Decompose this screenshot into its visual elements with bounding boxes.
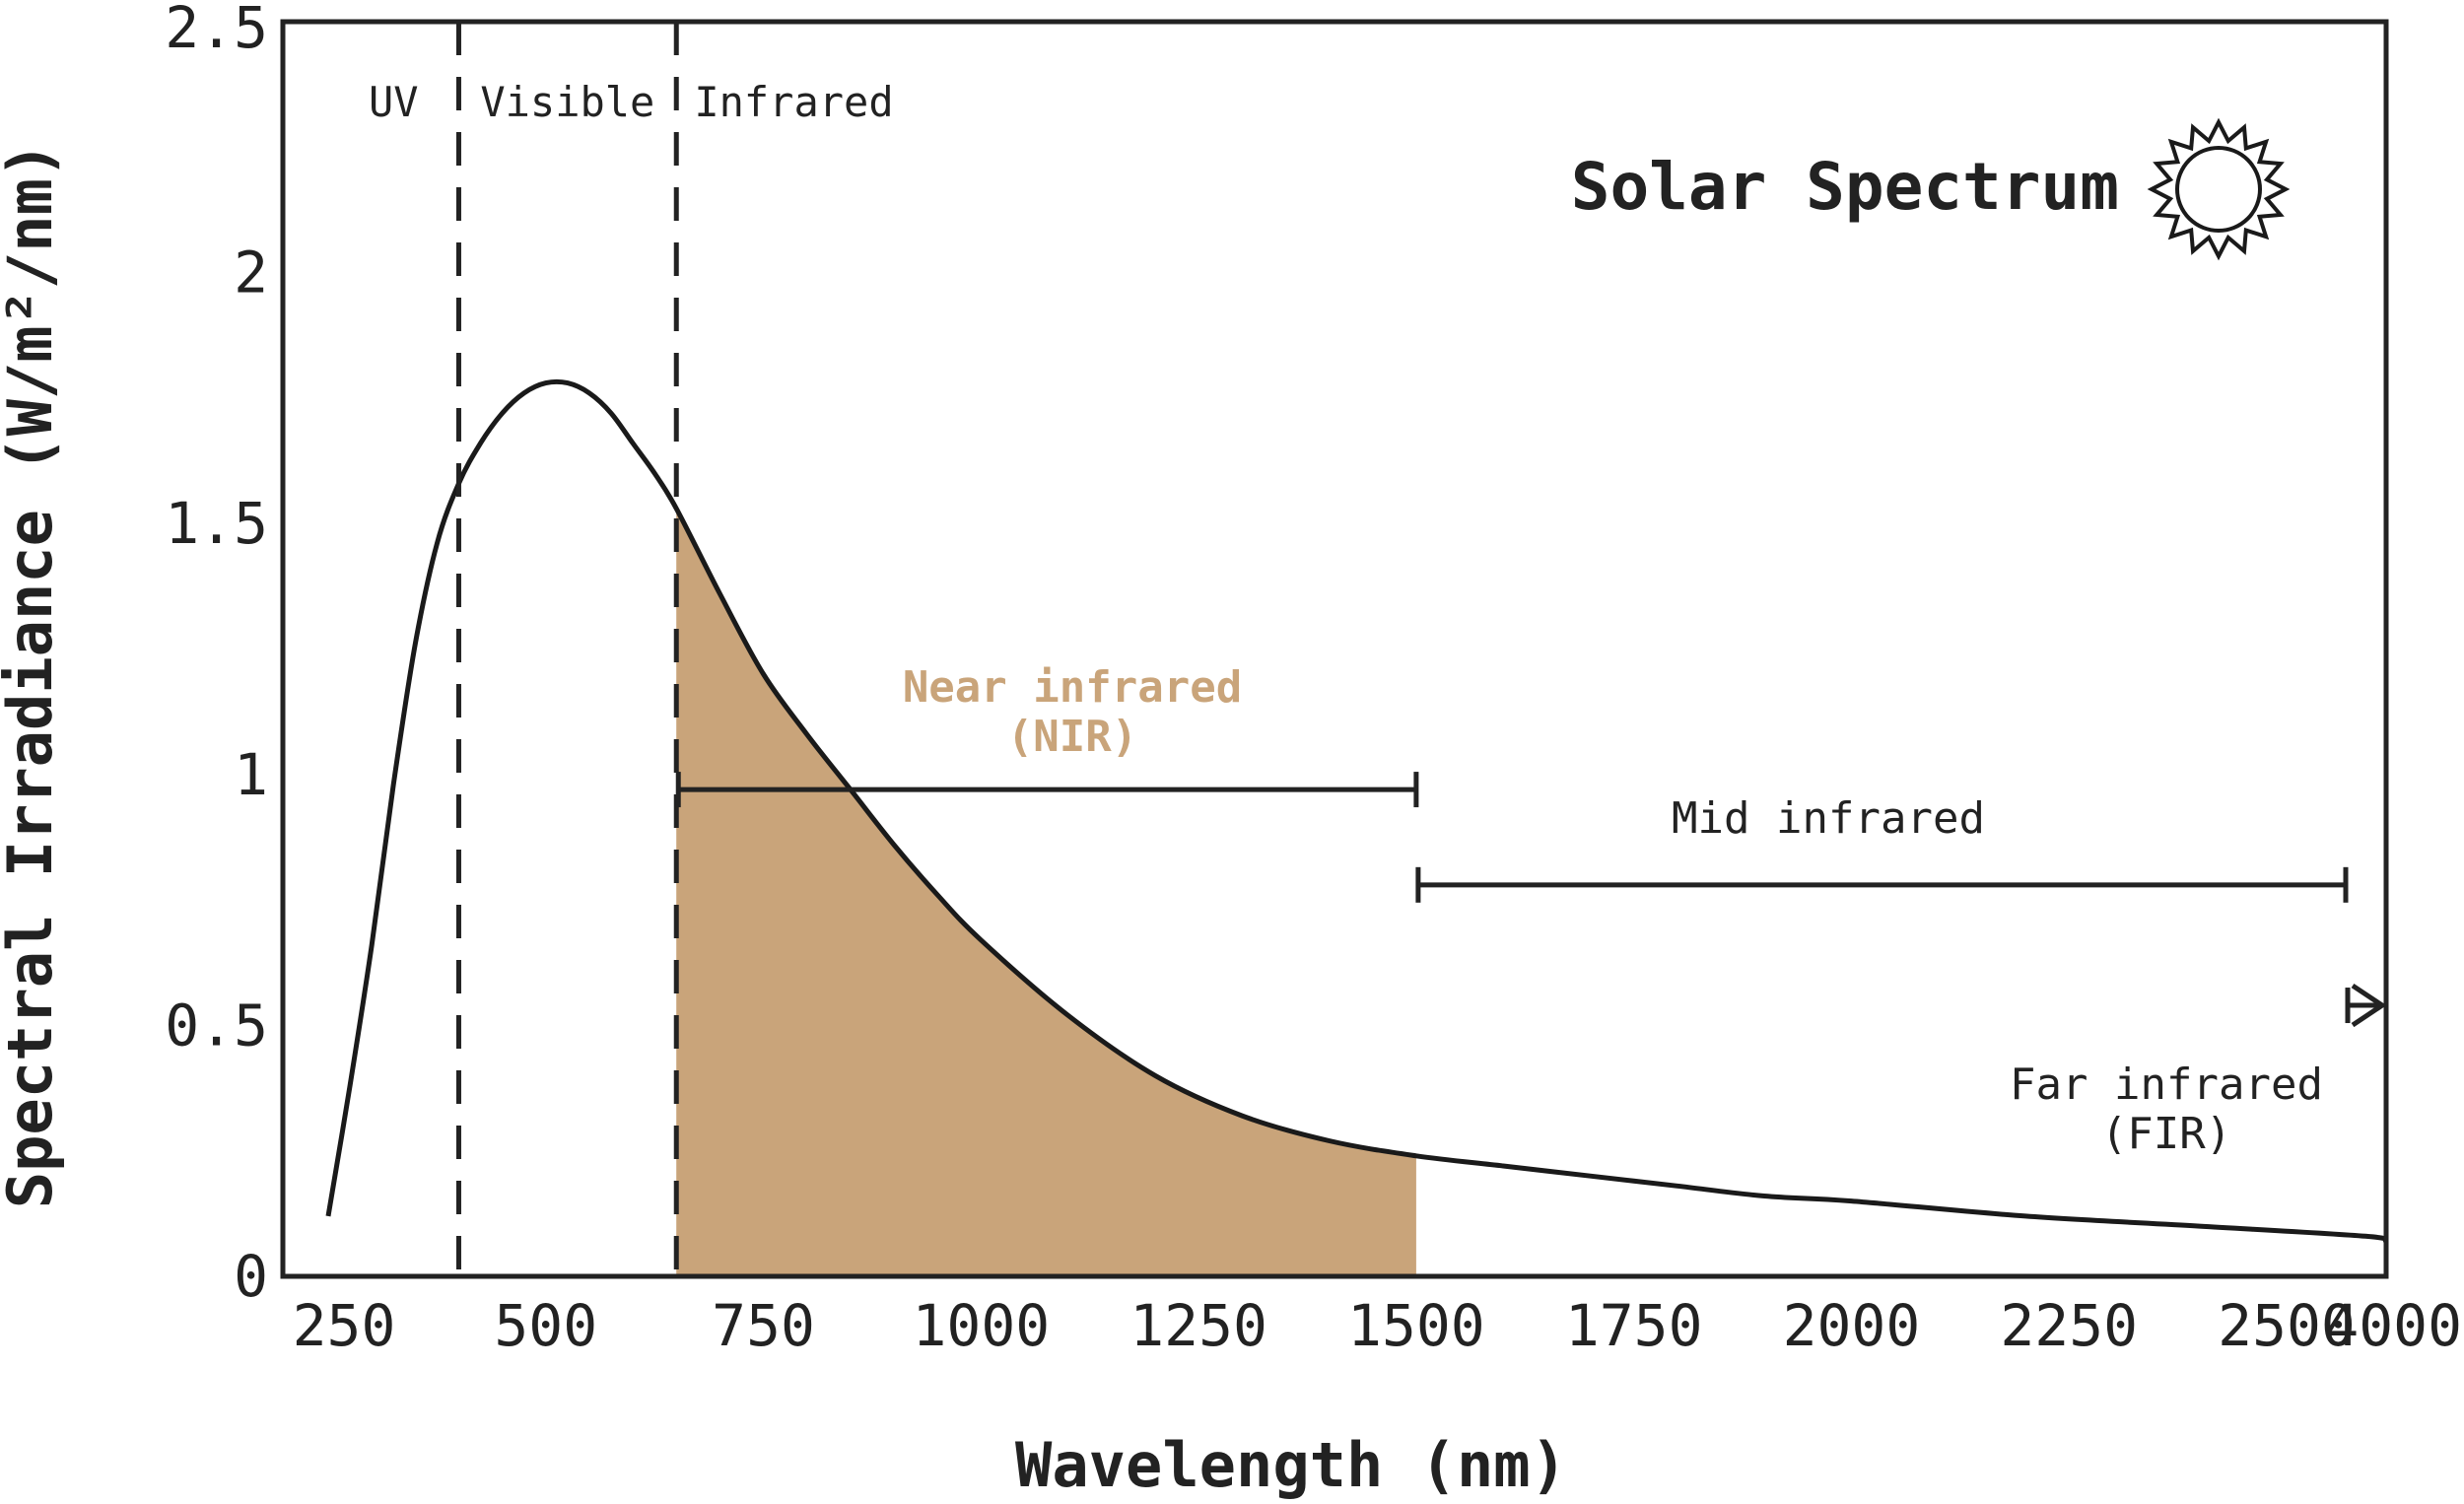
band-label-sub: (NIR) [1007, 712, 1137, 762]
x-tick-label: 2000 [1783, 1292, 1921, 1359]
region-label: Infrared [694, 78, 893, 126]
x-axis-title: Wavelength (nm) [1015, 1429, 1567, 1501]
x-tick-label: 2250 [2000, 1292, 2138, 1359]
sun-icon [2147, 117, 2291, 261]
band-arrowhead [2351, 983, 2387, 1028]
y-axis-title: Spectral Irradiance (W/m²/nm) [0, 142, 66, 1209]
x-tick-label: 500 [494, 1292, 597, 1359]
y-tick-label: 1.5 [165, 490, 268, 557]
y-tick-label: 2 [234, 239, 268, 307]
infrared-bands: Near infrared(NIR) Mid infrared Far infrar… [675, 662, 2387, 1159]
x-tick-label: 750 [712, 1292, 815, 1359]
band-0: Near infrared(NIR) [675, 662, 1419, 808]
band-2: Far infrared(FIR) [2010, 983, 2387, 1159]
x-tick-label: 1000 [912, 1292, 1050, 1359]
region-label: Visible [480, 78, 654, 126]
x-tick-label: 2500 [2218, 1292, 2356, 1359]
x-axis-ticks: 250 500 750 1000 1250 1500 1750 2000 2250 2500400… [293, 1292, 2462, 1359]
band-label-sub: (FIR) [2101, 1109, 2231, 1159]
band-label: Near infrared [903, 662, 1242, 713]
x-tick-label: 4000 [2324, 1292, 2462, 1359]
x-tick-label: 1750 [1565, 1292, 1703, 1359]
x-tick-label: 250 [293, 1292, 396, 1359]
spectrum-curve [325, 378, 2386, 1244]
region-label: UV [369, 78, 419, 126]
region-dividers [455, 22, 679, 1276]
y-tick-label: 0 [234, 1243, 268, 1310]
band-label: Far infrared [2010, 1060, 2323, 1110]
region-labels: UV Visible Infrared [369, 78, 894, 126]
plot-frame [280, 19, 2389, 1279]
y-tick-label: 1 [234, 741, 268, 808]
y-tick-label: 2.5 [165, 0, 268, 61]
band-1: Mid infrared [1415, 793, 2349, 903]
x-tick-label: 1500 [1347, 1292, 1485, 1359]
band-label: Mid infrared [1672, 793, 1985, 844]
x-tick-label: 1250 [1129, 1292, 1267, 1359]
y-tick-label: 0.5 [165, 991, 268, 1059]
nir-shaded-area [676, 508, 1416, 1276]
chart-title: Solar Spectrum [1571, 149, 2119, 225]
y-axis-ticks: 0 0.5 1 1.5 2 2.5 [165, 0, 268, 1310]
